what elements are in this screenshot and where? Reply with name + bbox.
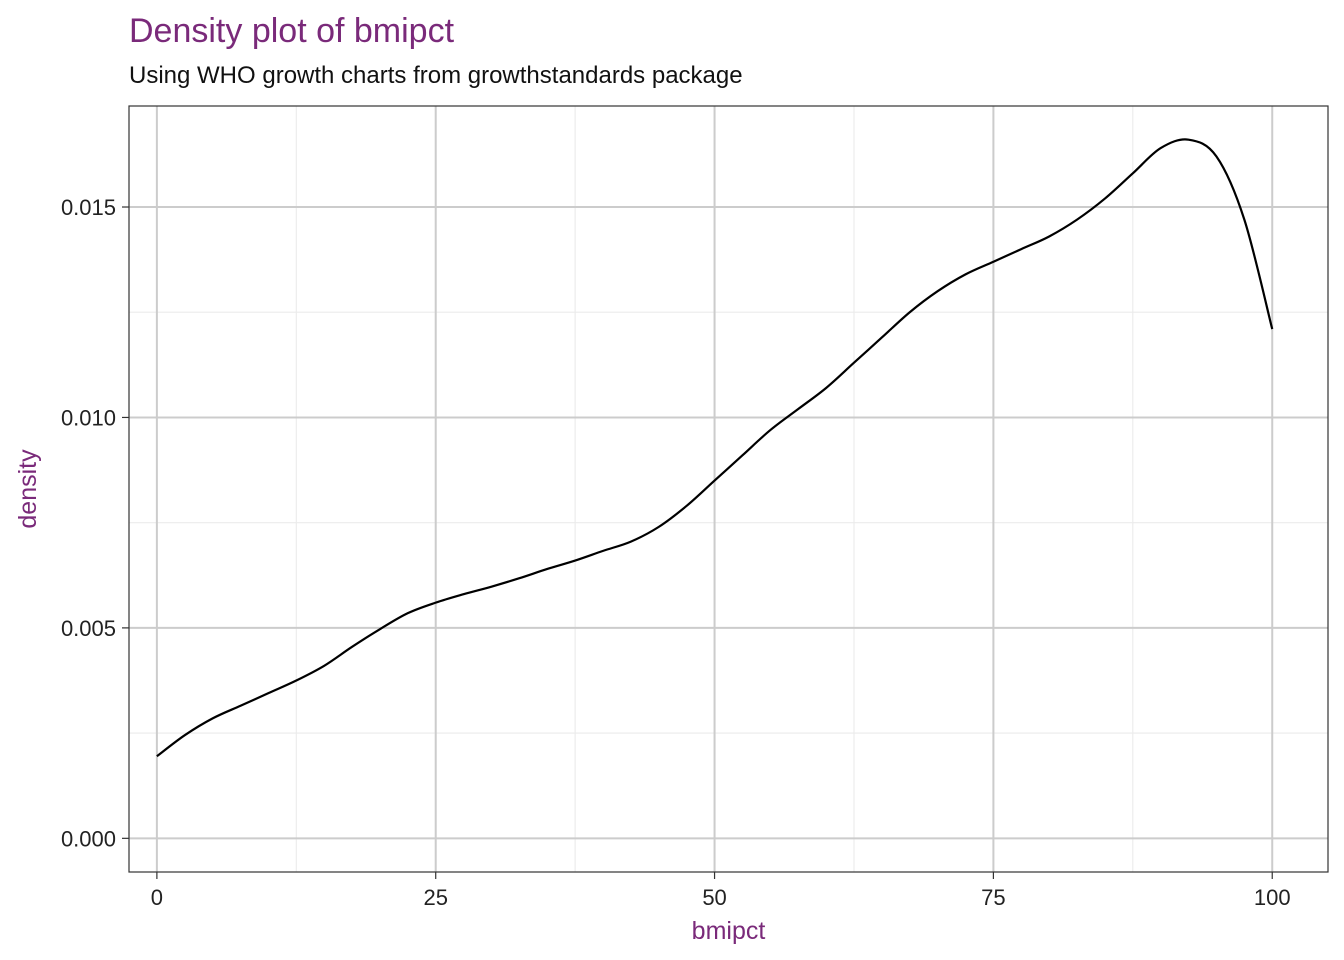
major-gridlines	[129, 106, 1328, 872]
x-axis-label: bmipct	[692, 917, 766, 945]
y-tick-label: 0.010	[61, 405, 116, 430]
y-axis-label: density	[14, 449, 42, 529]
x-tick-label: 0	[151, 885, 163, 910]
chart-subtitle: Using WHO growth charts from growthstand…	[129, 62, 743, 89]
y-tick-label: 0.015	[61, 195, 116, 220]
y-tick-label: 0.005	[61, 616, 116, 641]
density-curve	[156, 138, 1274, 758]
panel-border	[128, 105, 1329, 873]
x-tick-label: 50	[702, 885, 726, 910]
y-tick-label: 0.000	[61, 826, 116, 851]
minor-gridlines	[129, 106, 1328, 872]
x-tick-label: 100	[1254, 885, 1291, 910]
x-tick-label: 25	[423, 885, 447, 910]
chart-title: Density plot of bmipct	[129, 12, 455, 50]
x-axis-ticks: 0 25 50 75 100	[151, 872, 1291, 910]
x-tick-label: 75	[981, 885, 1005, 910]
y-axis-ticks: 0.000 0.005 0.010 0.015	[61, 195, 129, 851]
